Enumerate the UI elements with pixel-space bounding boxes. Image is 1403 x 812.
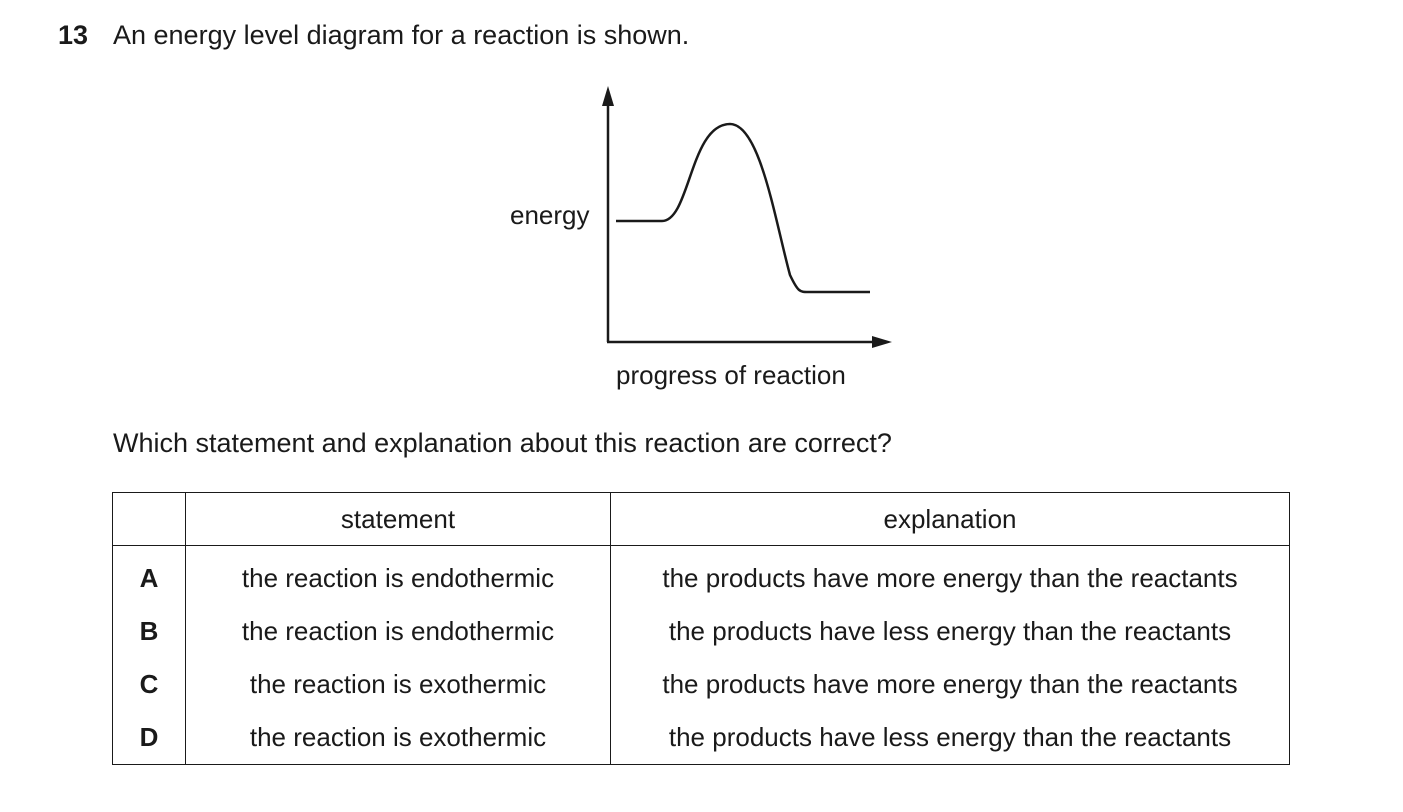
table-row-a[interactable]: A the reaction is endothermic the produc…: [112, 545, 1290, 605]
energy-profile-curve: [616, 122, 870, 294]
energy-level-diagram: energy progress of reaction: [490, 80, 910, 400]
table-row-c[interactable]: C the reaction is exothermic the product…: [112, 658, 1290, 711]
question-number: 13: [58, 20, 89, 50]
option-statement: the reaction is exothermic: [185, 658, 611, 711]
question-text: An energy level diagram for a reaction i…: [113, 20, 690, 50]
option-statement: the reaction is endothermic: [185, 605, 611, 658]
option-explanation: the products have less energy than the r…: [610, 711, 1290, 765]
question-prompt: Which statement and explanation about th…: [113, 428, 892, 458]
x-axis-arrowhead: [872, 336, 892, 348]
table-header-row: statement explanation: [112, 492, 1290, 546]
option-letter: C: [112, 658, 186, 711]
header-letter: [112, 492, 186, 546]
option-statement: the reaction is exothermic: [185, 711, 611, 765]
diagram-graphic: [602, 86, 892, 348]
y-axis-arrowhead: [602, 86, 614, 106]
y-axis-label: energy: [510, 200, 590, 230]
option-explanation: the products have more energy than the r…: [610, 658, 1290, 711]
header-statement: statement: [185, 492, 611, 546]
option-explanation: the products have more energy than the r…: [610, 545, 1290, 605]
table-row-d[interactable]: D the reaction is exothermic the product…: [112, 711, 1290, 765]
option-letter: B: [112, 605, 186, 658]
header-explanation: explanation: [610, 492, 1290, 546]
option-letter: A: [112, 545, 186, 605]
answer-table: statement explanation A the reaction is …: [112, 492, 1290, 765]
table-row-b[interactable]: B the reaction is endothermic the produc…: [112, 605, 1290, 658]
option-letter: D: [112, 711, 186, 765]
option-explanation: the products have less energy than the r…: [610, 605, 1290, 658]
option-statement: the reaction is endothermic: [185, 545, 611, 605]
x-axis-label: progress of reaction: [616, 360, 846, 390]
